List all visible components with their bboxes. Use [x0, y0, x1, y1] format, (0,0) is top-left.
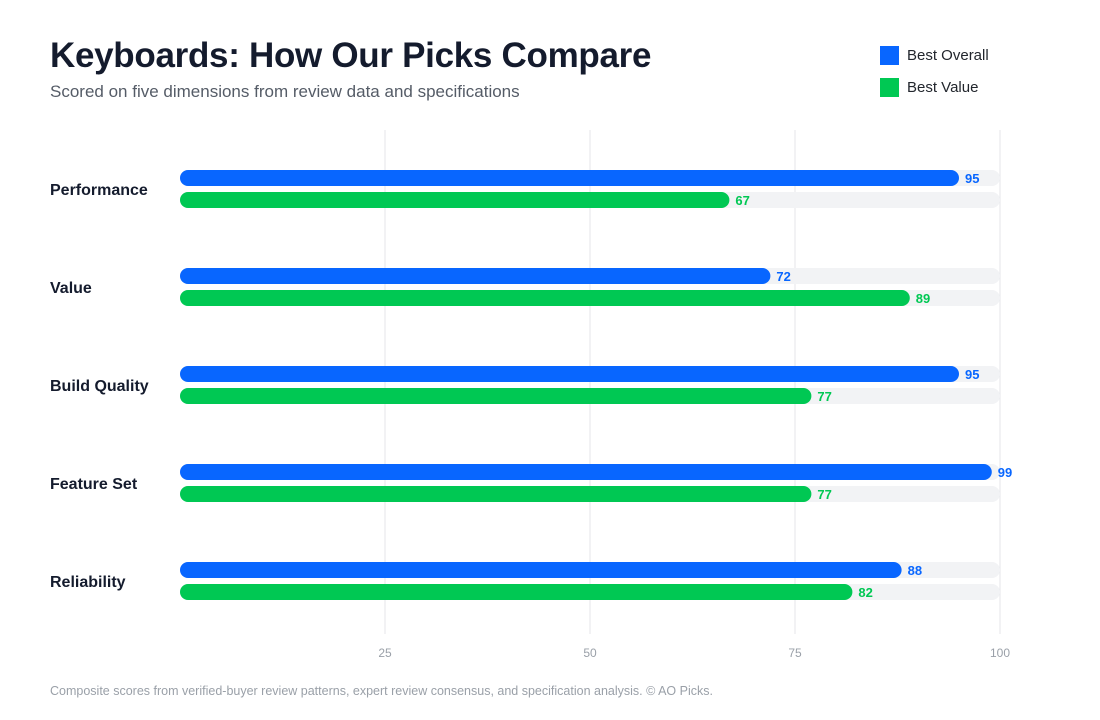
- x-tick-label-100: 100: [990, 646, 1010, 660]
- data-label-best-overall-value: 72: [776, 269, 790, 284]
- legend-swatch-best-value: [880, 77, 899, 97]
- x-tick-label-25: 25: [378, 646, 392, 660]
- bar-best-value-build-quality: [180, 388, 812, 404]
- chart-subtitle: Scored on five dimensions from review da…: [50, 82, 520, 101]
- data-label-best-value-value: 89: [916, 291, 930, 306]
- bar-best-value-value: [180, 290, 910, 306]
- bar-best-value-feature-set: [180, 486, 812, 502]
- footnote: Composite scores from verified-buyer rev…: [50, 684, 713, 698]
- bar-best-value-reliability: [180, 584, 853, 600]
- chart-title: Keyboards: How Our Picks Compare: [50, 36, 652, 75]
- category-label-reliability: Reliability: [50, 574, 126, 591]
- category-label-build-quality: Build Quality: [50, 378, 149, 395]
- category-label-performance: Performance: [50, 182, 148, 199]
- bar-best-value-performance: [180, 192, 730, 208]
- data-label-best-value-reliability: 82: [858, 585, 872, 600]
- bar-best-overall-feature-set: [180, 464, 992, 480]
- data-label-best-overall-performance: 95: [965, 171, 979, 186]
- category-label-feature-set: Feature Set: [50, 476, 138, 493]
- data-label-best-overall-reliability: 88: [908, 563, 922, 578]
- bar-best-overall-build-quality: [180, 366, 959, 382]
- legend-label-best-value: Best Value: [907, 78, 979, 96]
- legend-item-best-overall: Best Overall: [880, 45, 989, 65]
- x-tick-label-50: 50: [583, 646, 597, 660]
- data-label-best-value-build-quality: 77: [817, 389, 831, 404]
- data-label-best-overall-feature-set: 99: [998, 465, 1012, 480]
- legend-label-best-overall: Best Overall: [907, 46, 989, 64]
- legend-item-best-value: Best Value: [880, 77, 978, 97]
- data-label-best-overall-build-quality: 95: [965, 367, 979, 382]
- data-label-best-value-performance: 67: [735, 193, 749, 208]
- bar-best-overall-performance: [180, 170, 959, 186]
- bar-best-overall-reliability: [180, 562, 902, 578]
- x-tick-label-75: 75: [788, 646, 802, 660]
- bar-best-overall-value: [180, 268, 771, 284]
- category-label-value: Value: [50, 280, 92, 297]
- legend-swatch-best-overall: [880, 45, 899, 65]
- data-label-best-value-feature-set: 77: [817, 487, 831, 502]
